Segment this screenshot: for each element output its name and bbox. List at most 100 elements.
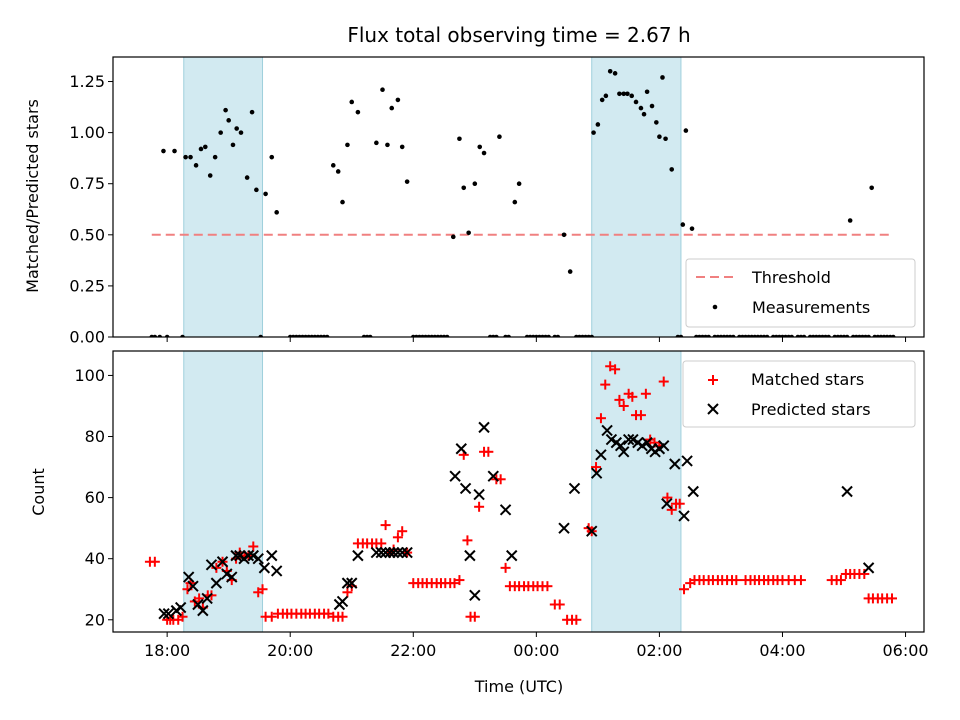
y-tick-label: 60 [85, 488, 105, 507]
matched-point [674, 498, 685, 509]
predicted-point [669, 458, 681, 470]
legend-predicted-label: Predicted stars [751, 400, 871, 419]
y-tick-label: 20 [85, 610, 105, 629]
matched-point [731, 575, 742, 586]
x-tick-label: 04:00 [759, 641, 805, 660]
matched-point [462, 535, 473, 546]
predicted-point [622, 433, 635, 446]
matched-point [542, 581, 553, 592]
legend: Matched stars Predicted stars [682, 360, 916, 428]
measurement-point [254, 187, 259, 193]
matched-point [679, 584, 690, 595]
x-tick-label: 02:00 [636, 641, 682, 660]
matched-point [194, 593, 205, 604]
predicted-point [375, 546, 387, 559]
matched-point [595, 413, 606, 424]
measurement-point [385, 142, 390, 148]
predicted-point [216, 556, 229, 568]
measurement-point [680, 222, 686, 227]
measurement-point [193, 163, 199, 168]
measurement-point [269, 154, 275, 160]
predicted-point [499, 504, 512, 516]
measurement-point [349, 99, 355, 105]
measurement-point [603, 93, 609, 99]
matched-point [392, 532, 403, 543]
predicted-point [506, 549, 518, 562]
predicted-point [661, 498, 673, 510]
matched-point [859, 568, 870, 579]
predicted-point [396, 546, 408, 559]
predicted-point [487, 470, 499, 482]
predicted-point [586, 525, 598, 537]
matched-point [666, 504, 677, 515]
predicted-point [370, 546, 383, 559]
matched-point [795, 575, 806, 586]
predicted-point [568, 482, 581, 495]
measurement-point [591, 130, 596, 135]
measurement-point [683, 128, 689, 133]
predicted-point [197, 604, 209, 617]
predicted-point [270, 565, 283, 577]
matched-point [500, 562, 511, 573]
plot-area [144, 351, 898, 632]
legend-measurements-swatch [712, 304, 718, 310]
legend-predicted-swatch [707, 403, 719, 415]
matched-point [257, 584, 268, 595]
predicted-point [614, 439, 627, 452]
measurement-point [649, 103, 655, 109]
measurement-point [238, 130, 244, 135]
chart-title: Flux total observing time = 2.67 h [347, 23, 690, 47]
measurement-point [869, 185, 874, 191]
predicted-point [449, 470, 461, 482]
measurement-point [663, 136, 668, 142]
predicted-point [658, 439, 670, 452]
shaded-interval-1 [591, 351, 682, 632]
measurement-point [567, 269, 573, 274]
matched-point [483, 446, 494, 457]
matched-point [635, 410, 646, 421]
predicted-point [341, 577, 354, 589]
measurement-point [335, 169, 341, 174]
matched-point [474, 501, 485, 512]
matched-point [469, 611, 480, 622]
y-tick-label: 100 [74, 366, 105, 385]
measurement-point [345, 142, 350, 148]
measurement-point [657, 134, 662, 140]
measurement-point [477, 144, 483, 150]
matched-point [835, 575, 846, 586]
y-tick-label: 0.50 [69, 225, 105, 244]
measurement-point [457, 136, 462, 142]
measurement-point [617, 91, 622, 97]
y-tick-label: 1.00 [69, 123, 105, 142]
measurement-point [472, 181, 478, 187]
predicted-point [182, 571, 195, 583]
predicted-point [478, 421, 490, 434]
predicted-point [242, 549, 255, 562]
predicted-point [336, 595, 349, 608]
x-tick-label: 00:00 [513, 641, 559, 660]
measurement-point [274, 210, 279, 215]
matched-point [376, 538, 387, 549]
predicted-point [387, 546, 400, 559]
matched-point [266, 611, 277, 622]
predicted-point [558, 522, 570, 534]
matched-point [454, 575, 465, 586]
predicted-point [601, 424, 613, 437]
y-tick-label: 80 [85, 427, 105, 446]
matched-point [397, 526, 408, 537]
measurement-point [230, 142, 236, 148]
predicted-point [678, 510, 690, 522]
measurement-point [244, 175, 250, 180]
measurement-point [450, 234, 456, 240]
measurement-point [607, 69, 613, 74]
matched-point [342, 587, 353, 598]
shaded-interval-1 [591, 57, 682, 337]
measurement-point [689, 226, 695, 231]
measurement-point [633, 99, 639, 105]
x-tick-label: 22:00 [390, 641, 436, 660]
predicted-point [455, 443, 467, 455]
measurement-point [223, 107, 228, 113]
matched-point [337, 611, 348, 622]
shaded-interval-0 [183, 57, 264, 337]
measurement-point [847, 218, 853, 223]
